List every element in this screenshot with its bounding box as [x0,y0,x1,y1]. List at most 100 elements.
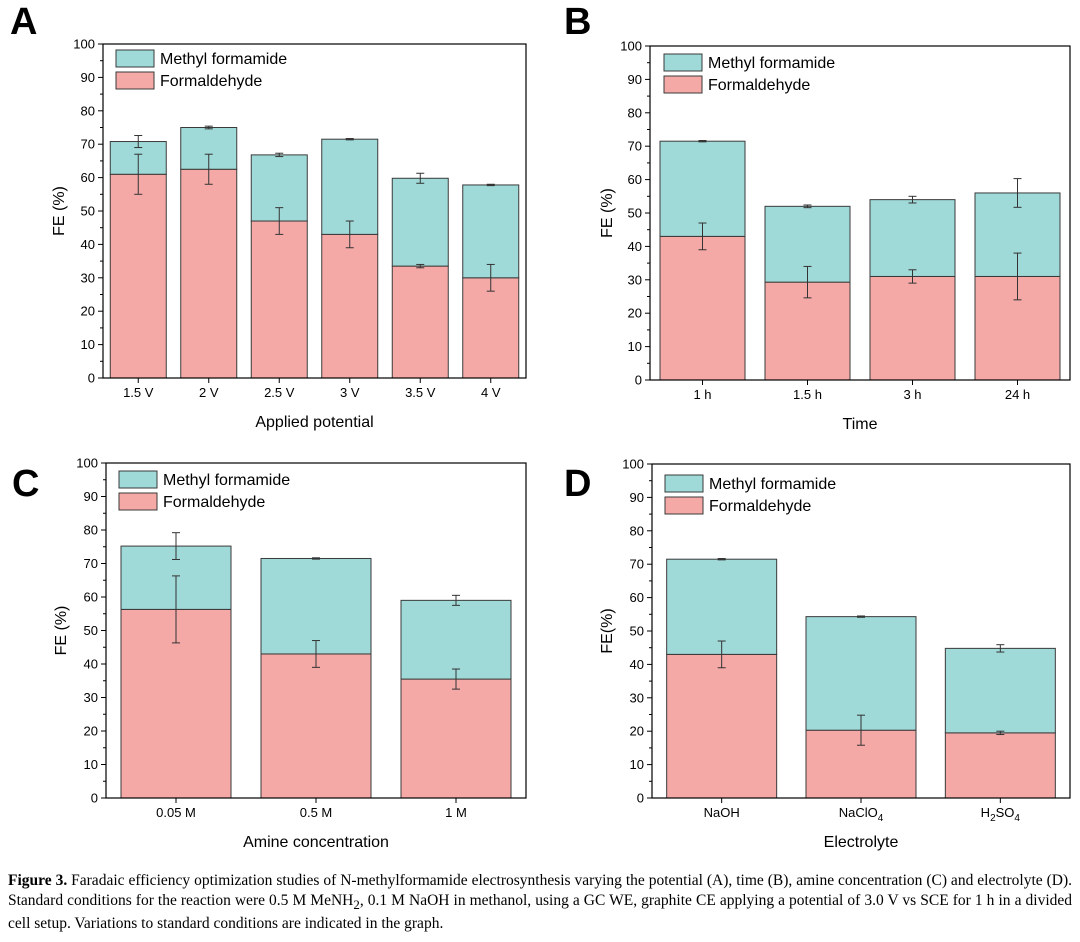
error-bar-methyl-formamide [908,195,917,204]
panel-letter: C [12,463,39,505]
y-tick-label: 70 [81,137,95,152]
x-axis-title: Time [843,416,878,433]
panel-b: B 0 10 20 30 40 50 60 70 80 90 100 1 h 1.5 h 3 h 24 h Ti… [564,1,1071,433]
error-bar-formaldehyde [134,153,143,195]
y-tick-label: 50 [81,204,95,219]
panel-d: D 0 10 20 30 40 50 60 70 80 90 100 NaOH NaClO4 H2SO4 El… [564,457,1071,851]
x-tick-label: 2 V [199,385,219,400]
legend-swatch-formaldehyde [118,492,158,511]
x-axis-title: Amine concentration [243,834,389,851]
bar-formaldehyde [400,678,512,799]
y-tick-label: 40 [81,237,95,252]
error-bar-formaldehyde [803,265,812,299]
y-tick-label: 80 [628,105,642,120]
y-tick-label: 30 [81,270,95,285]
bar-methyl-formamide [321,138,379,235]
bar-formaldehyde [764,281,851,381]
error-bar-methyl-formamide [698,140,707,143]
x-tick-label: 0.5 M [300,805,333,820]
y-tick-label: 50 [630,624,644,639]
legend-label-formaldehyde: Formaldehyde [708,77,810,94]
x-axis-title: Applied potential [255,414,373,431]
y-tick-label: 50 [84,623,98,638]
error-bar-formaldehyde [717,640,726,669]
error-bar-methyl-formamide [204,125,213,130]
legend-label-methyl-formamide: Methyl formamide [709,476,836,493]
error-bar-methyl-formamide [312,557,320,560]
x-tick-label: 1.5 h [793,387,822,402]
y-tick-label: 90 [628,72,642,87]
y-tick-label: 10 [628,339,642,354]
bar-formaldehyde [659,235,746,381]
x-tick-label: 3 V [340,385,360,400]
bar-formaldehyde [666,653,778,799]
y-tick-label: 100 [620,39,642,54]
y-tick-label: 70 [84,556,98,571]
y-tick-label: 40 [84,657,98,672]
error-bar-methyl-formamide [275,152,284,158]
y-tick-label: 20 [81,304,95,319]
bar-methyl-formamide [391,177,449,267]
error-bar-formaldehyde [204,153,213,185]
error-bar-formaldehyde [908,269,917,284]
y-tick-label: 0 [88,371,95,386]
bar-methyl-formamide [869,199,956,277]
y-tick-label: 90 [81,70,95,85]
y-tick-label: 100 [76,456,98,471]
y-tick-label: 20 [628,306,642,321]
bar-methyl-formamide [666,558,778,655]
y-tick-label: 10 [630,757,644,772]
bar-methyl-formamide [659,140,746,237]
bar-formaldehyde [869,275,956,381]
x-tick-label: 2.5 V [264,385,295,400]
panel-letter: A [10,1,37,43]
caption-text: Faradaic efficiency optimization studies… [8,872,1072,932]
error-bar-formaldehyde [312,640,320,668]
y-axis-title: FE(%) [599,608,616,653]
legend-label-formaldehyde: Formaldehyde [709,498,811,515]
x-tick-label: 1 h [693,387,711,402]
y-tick-label: 20 [630,724,644,739]
y-tick-label: 0 [637,791,644,806]
x-tick-label: 3 h [903,387,921,402]
y-tick-label: 80 [81,103,95,118]
bar-methyl-formamide [805,616,917,731]
panel-c: C 0 10 20 30 40 50 60 70 80 90 100 0.05 M 0.5 M 1 M Ami… [12,456,527,851]
y-tick-label: 60 [628,172,642,187]
y-tick-label: 30 [84,690,98,705]
legend-swatch-formaldehyde [115,71,155,90]
y-tick-label: 40 [630,657,644,672]
y-tick-label: 20 [84,724,98,739]
bar-formaldehyde [321,233,379,379]
panel-a: A 0 10 20 30 40 50 60 70 80 90 100 1.5 V 2 V 2.5 V 3 V 3… [10,1,527,431]
y-tick-label: 30 [628,272,642,287]
figure-caption: Figure 3. Faradaic efficiency optimizati… [8,871,1072,934]
y-tick-label: 80 [84,523,98,538]
caption-subscript: 2 [353,896,360,912]
bar-formaldehyde [260,653,372,799]
error-bar-methyl-formamide [345,138,354,141]
y-tick-label: 90 [630,490,644,505]
y-tick-label: 60 [630,590,644,605]
legend-swatch-methyl-formamide [664,474,704,493]
panel-letter: B [564,1,591,43]
error-bar-methyl-formamide [134,135,143,149]
error-bar-formaldehyde [345,220,354,249]
x-axis-title: Electrolyte [824,834,899,851]
y-tick-label: 60 [84,590,98,605]
panel-letter: D [564,463,591,505]
legend-swatch-methyl-formamide [118,470,158,489]
y-tick-label: 30 [630,690,644,705]
error-bar-methyl-formamide [803,204,812,209]
legend-swatch-formaldehyde [663,75,703,94]
bar-methyl-formamide [400,599,512,680]
error-bar-methyl-formamide [1013,178,1022,208]
caption-segment: Faradaic efficiency optimization studies… [8,872,1073,909]
y-tick-label: 0 [635,373,642,388]
y-tick-label: 90 [84,489,98,504]
caption-segment: , 0.1 M NaOH in methanol, using a GC WE,… [8,891,1073,933]
legend-swatch-methyl-formamide [663,53,703,72]
legend-label-formaldehyde: Formaldehyde [160,73,262,90]
legend-label-formaldehyde: Formaldehyde [163,494,265,511]
